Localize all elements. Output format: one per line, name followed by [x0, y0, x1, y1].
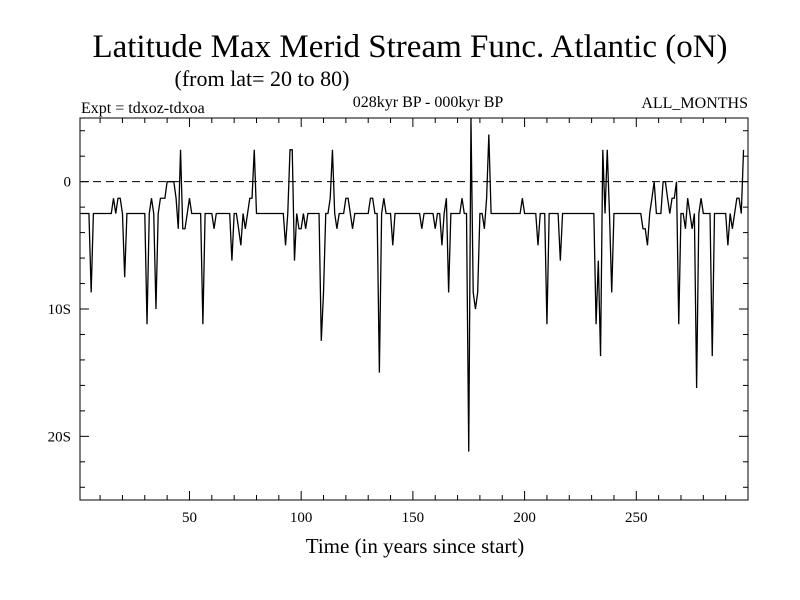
x-tick-label: 50	[182, 510, 197, 526]
x-tick-label: 150	[402, 510, 425, 526]
experiment-label: Expt = tdxoz-tdxoa	[81, 100, 205, 117]
x-tick-label: 250	[625, 510, 648, 526]
chart-title: Latitude Max Merid Stream Func. Atlantic…	[92, 29, 727, 65]
series-line	[80, 117, 745, 452]
y-tick-label: 0	[64, 175, 72, 191]
y-tick-label: 10S	[48, 302, 71, 318]
chart-subtitle: (from lat= 20 to 80)	[175, 66, 350, 91]
y-tick-label: 20S	[48, 429, 71, 445]
months-label: ALL_MONTHS	[641, 95, 748, 112]
plot-area: 50 100 150 200 250 0 10S 20S	[48, 117, 749, 526]
x-tick-label: 200	[513, 510, 536, 526]
x-axis-label: Time (in years since start)	[306, 534, 525, 558]
time-range-label: 028kyr BP - 000kyr BP	[353, 94, 504, 111]
x-tick-label: 100	[290, 510, 313, 526]
